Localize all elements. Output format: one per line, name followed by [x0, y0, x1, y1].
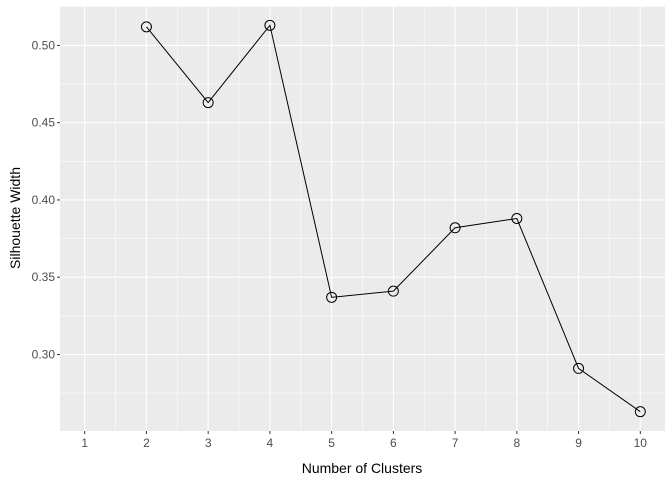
y-tick-label: 0.35	[32, 270, 56, 284]
x-tick-label: 5	[328, 436, 335, 450]
major-gridlines	[60, 6, 665, 431]
x-tick-label: 9	[575, 436, 582, 450]
x-tick-label: 2	[143, 436, 150, 450]
data-point-marker	[264, 19, 276, 31]
axes-layer: 1 2 3 4 5 6 7 8 9 10 0.30 0.35 0.40 0.45 0.50	[32, 38, 648, 450]
x-tick-label: 6	[390, 436, 397, 450]
y-tick-label: 0.50	[32, 38, 56, 52]
data-point-marker	[140, 21, 152, 33]
y-tick-label: 0.30	[32, 348, 56, 362]
data-point-marker	[326, 291, 338, 303]
y-tick-label: 0.40	[32, 193, 56, 207]
x-axis-title: Number of Clusters	[302, 460, 423, 476]
minor-gridlines	[60, 6, 665, 431]
x-tick-label: 3	[205, 436, 212, 450]
data-point-marker	[511, 213, 523, 224]
data-point-marker	[634, 406, 646, 418]
x-tick-label: 7	[452, 436, 459, 450]
x-tick-label: 10	[634, 436, 648, 450]
x-tick-label: 8	[513, 436, 520, 450]
data-point-marker	[202, 97, 214, 109]
y-tick-label: 0.45	[32, 116, 56, 130]
x-tick-label: 4	[267, 436, 274, 450]
data-point-marker	[449, 222, 461, 234]
y-axis-title: Silhouette Width	[7, 167, 23, 269]
x-tick-label: 1	[81, 436, 88, 450]
data-point-marker	[573, 362, 585, 374]
data-point-marker	[387, 285, 399, 297]
series-layer	[140, 19, 646, 418]
series-line	[146, 24, 641, 413]
